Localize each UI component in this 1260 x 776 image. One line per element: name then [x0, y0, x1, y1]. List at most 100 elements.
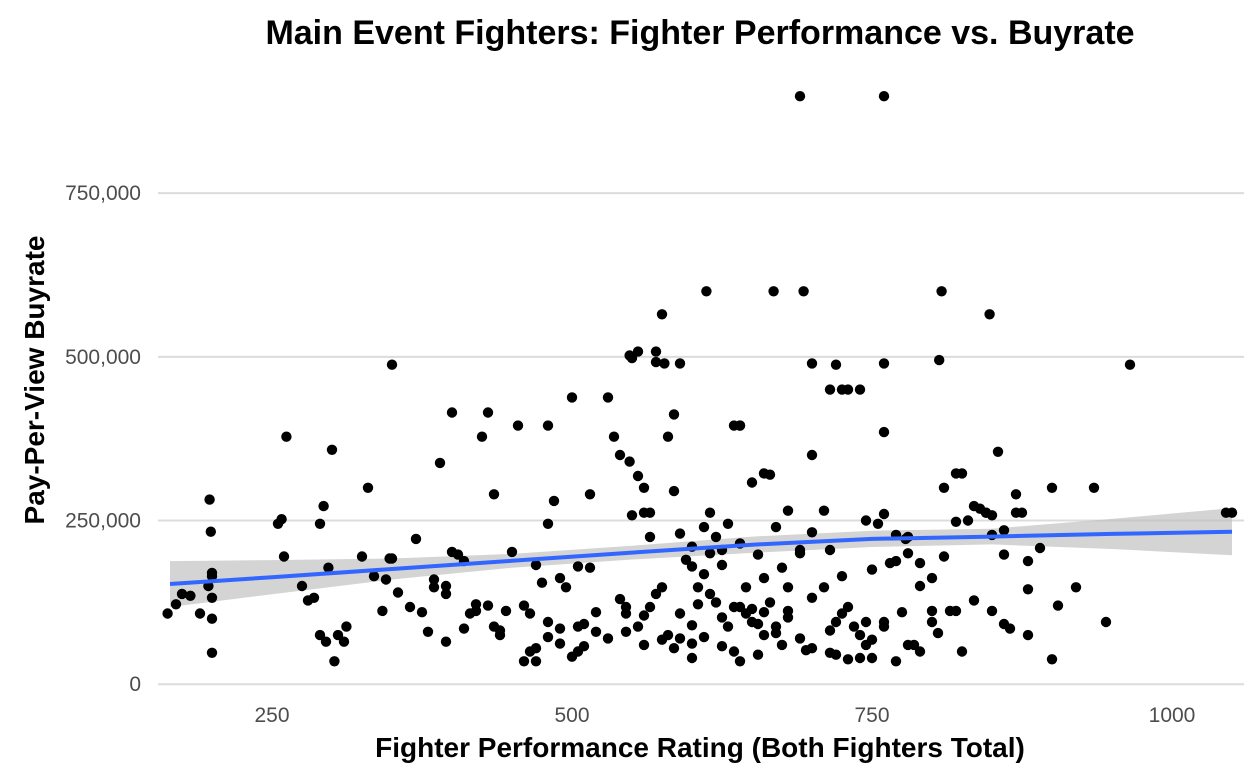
data-point [644, 601, 656, 613]
data-point [776, 562, 788, 573]
data-point [554, 623, 566, 634]
data-point [914, 557, 926, 569]
data-point [728, 601, 740, 613]
data-point [818, 505, 830, 516]
y-tick-label: 750,000 [65, 182, 141, 205]
y-axis-title: Pay-Per-View Buyrate [19, 236, 50, 525]
data-point [281, 431, 292, 442]
data-point [740, 582, 752, 593]
data-point [314, 518, 326, 529]
data-point [962, 515, 974, 526]
data-point [1034, 542, 1046, 554]
data-point [770, 627, 782, 639]
data-point [764, 597, 776, 608]
data-point [716, 641, 728, 652]
data-point [968, 595, 980, 606]
y-axis-ticks: 0 250,000 500,000 750,000 [65, 182, 141, 696]
data-point [860, 515, 872, 526]
data-point [878, 508, 890, 520]
data-point [440, 580, 452, 592]
x-tick-label: 250 [254, 704, 289, 727]
data-point [404, 601, 416, 613]
data-point [686, 561, 698, 572]
data-point [704, 548, 716, 559]
data-point [542, 518, 554, 529]
data-point [698, 569, 710, 580]
y-tick-label: 500,000 [65, 346, 141, 369]
data-point [866, 652, 878, 664]
data-point [698, 521, 710, 533]
data-point [824, 384, 836, 395]
data-point [620, 626, 632, 637]
data-point [500, 605, 512, 617]
data-point [956, 646, 968, 657]
data-point [434, 457, 446, 469]
data-point [878, 426, 890, 438]
data-point [392, 587, 404, 598]
data-point [674, 358, 686, 369]
data-point [818, 582, 830, 593]
y-tick-label: 0 [129, 673, 141, 696]
data-point [1016, 507, 1028, 518]
data-point [1022, 584, 1034, 595]
data-point [1046, 654, 1058, 665]
data-point [524, 608, 536, 619]
chart-title: Main Event Fighters: Fighter Performance… [265, 14, 1134, 52]
data-point [752, 618, 764, 630]
data-point [386, 359, 398, 370]
data-point [206, 571, 218, 582]
data-point [602, 392, 614, 403]
data-point [878, 616, 890, 628]
data-point [758, 607, 770, 618]
data-point [758, 468, 770, 479]
data-point [323, 562, 334, 573]
data-point [638, 482, 650, 493]
data-point [572, 561, 584, 572]
data-point [638, 610, 650, 621]
data-point [848, 621, 860, 632]
data-point [902, 548, 914, 559]
data-point [578, 618, 590, 630]
data-point [638, 639, 650, 651]
data-point [758, 629, 770, 641]
data-point [206, 613, 218, 624]
data-point [938, 482, 950, 493]
data-point [842, 601, 854, 613]
data-point [872, 518, 884, 529]
confidence-band-layer [170, 508, 1232, 607]
data-point [854, 652, 866, 664]
data-point [734, 656, 746, 667]
data-point [998, 525, 1010, 536]
data-point [518, 600, 530, 611]
data-point [488, 489, 500, 500]
data-point [782, 605, 794, 617]
data-point [722, 621, 734, 632]
data-point [326, 444, 338, 455]
data-point [798, 286, 809, 297]
data-point [782, 582, 794, 593]
x-axis-title: Fighter Performance Rating (Both Fighter… [375, 732, 1025, 763]
data-point [956, 468, 968, 479]
data-point [692, 582, 704, 593]
data-point [1052, 600, 1064, 611]
data-point [794, 548, 806, 559]
data-point [482, 407, 494, 418]
data-point [908, 639, 920, 651]
data-point [668, 485, 680, 497]
data-point [674, 608, 686, 619]
data-point [878, 91, 890, 102]
data-point [494, 629, 506, 641]
data-point [998, 618, 1010, 630]
data-point [632, 470, 644, 482]
data-point [830, 359, 842, 370]
data-point [934, 354, 945, 366]
data-point [914, 646, 926, 657]
data-point [698, 631, 710, 643]
data-point [608, 431, 620, 442]
data-point [276, 514, 287, 525]
data-point [932, 627, 944, 639]
data-point [162, 608, 173, 619]
data-point [626, 510, 638, 521]
data-point [314, 629, 326, 641]
